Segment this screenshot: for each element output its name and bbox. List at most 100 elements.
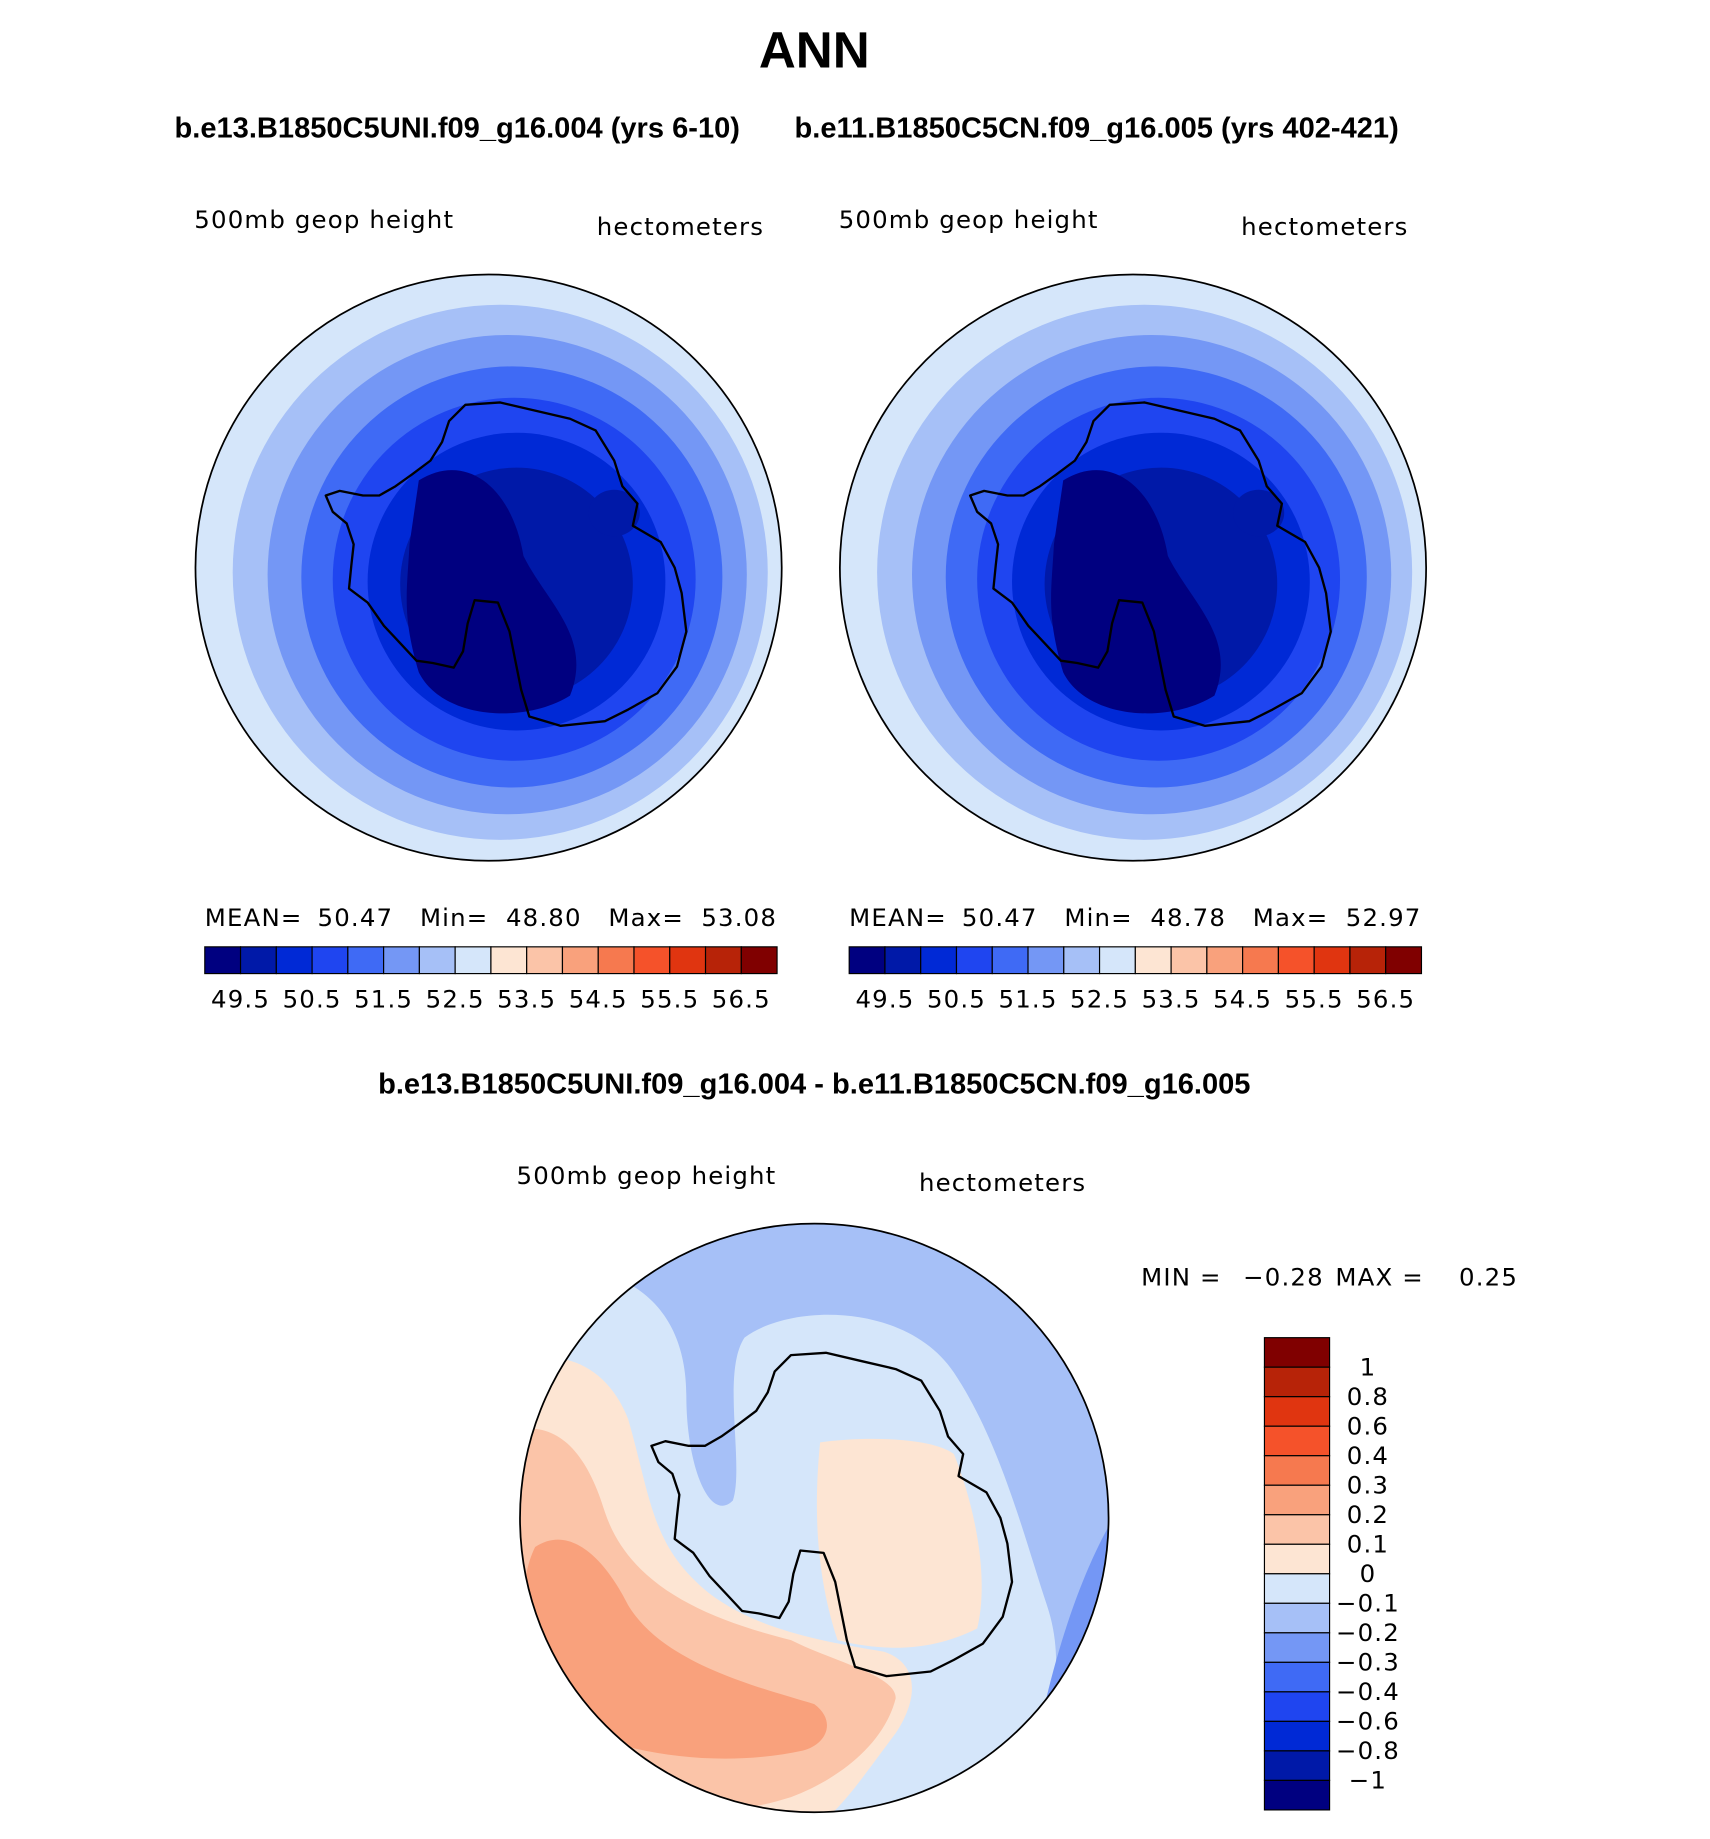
stat-value: 53.08 xyxy=(701,903,777,932)
stat-value: −0.28 xyxy=(1243,1262,1324,1291)
colorbar-box xyxy=(383,946,420,975)
colorbar-box xyxy=(347,946,385,975)
map-panel: 500mb geop height hectometers MEAN= 50.47 Mi… xyxy=(839,205,1427,1013)
colorbar-box xyxy=(740,946,778,975)
variable-label: 500mb geop height xyxy=(839,205,1099,234)
colorbar-box xyxy=(1263,1779,1331,1811)
colorbar-label: 0.3 xyxy=(1347,1470,1389,1499)
stat-value: 52.97 xyxy=(1346,903,1422,932)
colorbar-box xyxy=(955,946,993,975)
figure-title: ANN xyxy=(759,21,870,78)
colorbar-box xyxy=(1263,1573,1331,1604)
stat-value: 50.47 xyxy=(962,903,1038,932)
colorbar-box xyxy=(669,946,707,975)
colorbar-box xyxy=(1263,1691,1331,1722)
colorbar-box xyxy=(633,946,671,975)
colorbar-label: −1 xyxy=(1349,1766,1387,1795)
colorbar-label: 53.5 xyxy=(1142,984,1201,1013)
stat-value: 48.80 xyxy=(506,903,582,932)
stat-label: Max= xyxy=(608,903,684,932)
colorbar-box xyxy=(1385,946,1423,975)
colorbar-box xyxy=(561,946,599,975)
colorbar-label: 52.5 xyxy=(1070,984,1129,1013)
colorbar-box xyxy=(1098,946,1136,975)
colorbar-box xyxy=(1263,1602,1331,1634)
contour-fill xyxy=(406,470,577,714)
colorbar-label: 0.8 xyxy=(1347,1382,1389,1411)
colorbar-box xyxy=(1263,1720,1331,1752)
stat-label: MEAN= xyxy=(205,903,303,932)
colorbar-label: −0.8 xyxy=(1336,1736,1400,1765)
panel-case: b.e13.B1850C5UNI.f09_g16.004 (yrs 6-10) xyxy=(175,112,740,144)
colorbar-label: 50.5 xyxy=(927,984,986,1013)
colorbar-label: 55.5 xyxy=(640,984,699,1013)
colorbar-label: 0.1 xyxy=(1347,1529,1389,1558)
colorbar-box xyxy=(311,946,349,975)
colorbar-box xyxy=(704,946,742,975)
units-label: hectometers xyxy=(1241,212,1408,241)
contour-fill xyxy=(523,1539,827,1759)
colorbar-box xyxy=(1263,1661,1331,1693)
variable-label: 500mb geop height xyxy=(194,205,454,234)
colorbar-label: 51.5 xyxy=(354,984,413,1013)
variable-label: 500mb geop height xyxy=(517,1161,777,1190)
colorbar-box xyxy=(920,946,958,975)
colorbar: 10.80.60.40.30.20.10−0.1−0.2−0.3−0.4−0.6… xyxy=(1263,1337,1400,1811)
colorbar-box xyxy=(884,946,922,975)
colorbar-box xyxy=(1313,946,1351,975)
colorbar-box xyxy=(490,946,528,975)
colorbar-label: 56.5 xyxy=(1356,984,1415,1013)
colorbar-label: 49.5 xyxy=(855,984,914,1013)
map-border xyxy=(839,273,1427,862)
colorbar-box xyxy=(275,946,313,975)
colorbar-label: 53.5 xyxy=(497,984,556,1013)
colorbar-box xyxy=(526,946,564,975)
colorbar-box xyxy=(1263,1632,1331,1663)
colorbar-box xyxy=(1263,1366,1331,1398)
colorbar-box xyxy=(418,946,456,975)
colorbar-box xyxy=(597,946,635,975)
colorbar-label: 49.5 xyxy=(211,984,270,1013)
colorbar-label: −0.2 xyxy=(1336,1618,1400,1647)
colorbar-label: −0.1 xyxy=(1336,1588,1400,1617)
colorbar-label: 1 xyxy=(1360,1352,1377,1381)
colorbar-box xyxy=(1170,946,1208,975)
colorbar-label: 54.5 xyxy=(569,984,628,1013)
map-border xyxy=(194,273,783,862)
stat-label: Max= xyxy=(1253,903,1329,932)
colorbar-box xyxy=(991,946,1029,975)
colorbar-box xyxy=(1263,1337,1331,1368)
colorbar-label: 0.2 xyxy=(1347,1500,1389,1529)
colorbar-label: 50.5 xyxy=(283,984,342,1013)
colorbar-box xyxy=(1263,1455,1331,1486)
colorbar-label: −0.4 xyxy=(1336,1677,1400,1706)
colorbar-box xyxy=(1263,1750,1331,1781)
colorbar-box xyxy=(1242,946,1279,975)
stat-label: MAX = xyxy=(1335,1262,1424,1291)
map-border xyxy=(519,1222,1110,1814)
colorbar-label: 52.5 xyxy=(426,984,485,1013)
colorbar-box xyxy=(1263,1425,1331,1457)
colorbar-box xyxy=(1206,946,1244,975)
colorbar-label: 55.5 xyxy=(1285,984,1344,1013)
map-panel: 500mb geop height hectometers MEAN= 50.47 Mi… xyxy=(194,205,783,1013)
colorbar-box xyxy=(848,946,886,975)
colorbar-box xyxy=(1349,946,1387,975)
contour-fill xyxy=(1051,470,1221,714)
colorbar-label: 56.5 xyxy=(712,984,771,1013)
stat-label: Min= xyxy=(420,903,488,932)
colorbar-box xyxy=(1263,1543,1331,1575)
stat-label: MEAN= xyxy=(849,903,947,932)
colorbar-label: −0.6 xyxy=(1336,1707,1400,1736)
colorbar-label: 0 xyxy=(1360,1559,1377,1588)
colorbar-box xyxy=(1263,1484,1331,1516)
colorbar-box xyxy=(239,946,277,975)
colorbar-label: −0.3 xyxy=(1336,1647,1400,1676)
colorbar-box xyxy=(1027,946,1065,975)
colorbar-box xyxy=(1277,946,1315,975)
colorbar-box xyxy=(1263,1396,1331,1427)
colorbar-box xyxy=(1063,946,1101,975)
contour-fill xyxy=(816,1438,982,1648)
panel-case: b.e11.B1850C5CN.f09_g16.005 (yrs 402-421… xyxy=(795,112,1399,144)
